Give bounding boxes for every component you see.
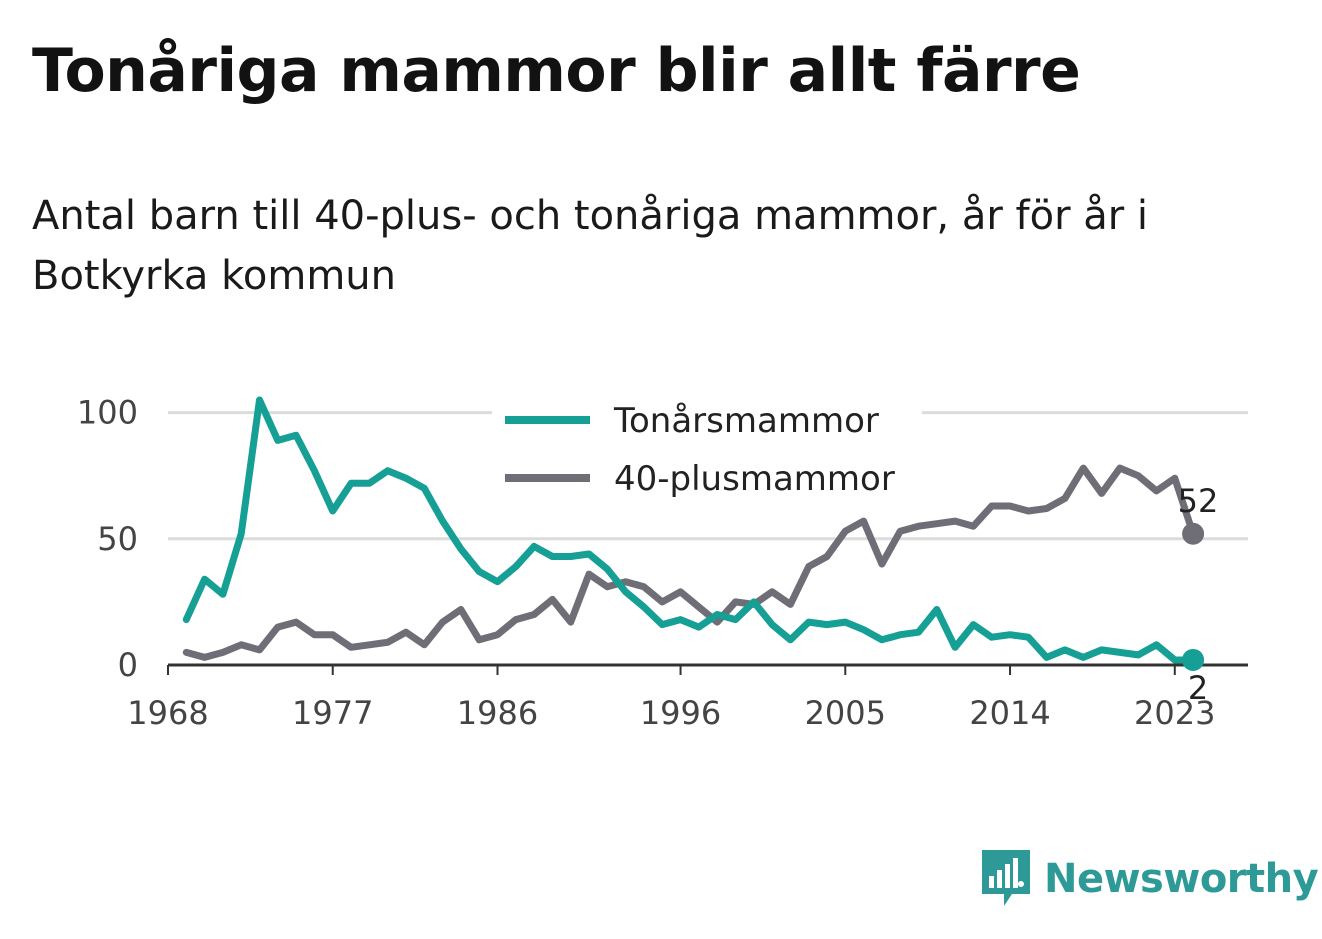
newsworthy-logo-icon	[982, 850, 1030, 906]
y-tick-label-50: 50	[97, 520, 138, 558]
end-labels: 52 2	[1178, 482, 1219, 707]
x-axis-ticks: 1968 1977 1986 1996 2005 2014 2023	[127, 665, 1215, 732]
legend-background	[492, 390, 922, 510]
end-label-teen: 2	[1188, 669, 1208, 707]
series-line-forty	[182, 464, 1197, 661]
legend-label-forty: 40-plusmammor	[614, 459, 895, 499]
y-tick-label-100: 100	[77, 394, 138, 432]
legend: Tonårsmammor 40-plusmammor	[492, 390, 922, 510]
end-point-teen	[1182, 648, 1205, 671]
y-axis-ticks: 0 50 100	[77, 394, 138, 684]
brand-logo: Newsworthy	[982, 850, 1319, 908]
legend-label-teen: Tonårsmammor	[613, 401, 879, 441]
x-tick-label-2005: 2005	[805, 694, 886, 732]
line-chart: 0 50 100 1968 1977 1986 1996 2005 2014 2023 Tonå…	[77, 390, 1248, 732]
series-line-teen	[182, 396, 1197, 664]
end-label-forty: 52	[1178, 482, 1219, 520]
chart-subtitle: Antal barn till 40-plus- och tonåriga ma…	[32, 193, 1149, 299]
end-point-forty	[1182, 522, 1205, 545]
x-tick-label-1986: 1986	[457, 694, 538, 732]
chart-title: Tonåriga mammor blir allt färre	[32, 36, 1081, 106]
series-lines	[182, 396, 1205, 671]
x-tick-label-1977: 1977	[292, 694, 373, 732]
x-tick-label-2023: 2023	[1134, 694, 1215, 732]
x-tick-label-1996: 1996	[640, 694, 721, 732]
brand-name: Newsworthy	[1044, 856, 1319, 902]
y-tick-label-0: 0	[118, 646, 138, 684]
x-tick-label-1968: 1968	[127, 694, 208, 732]
x-tick-label-2014: 2014	[969, 694, 1050, 732]
